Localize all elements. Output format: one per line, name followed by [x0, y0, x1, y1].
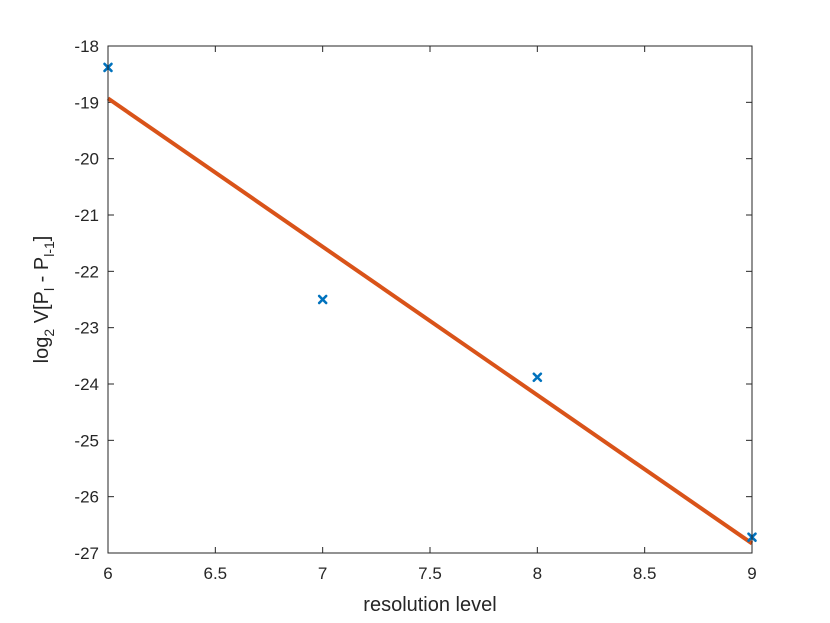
y-tick-label: -23 [74, 319, 99, 338]
y-tick-label: -22 [74, 262, 99, 281]
y-tick-label: -27 [74, 544, 99, 563]
y-tick-label: -25 [74, 431, 99, 450]
y-axis-title: log2 V[Pl - Pl-1] [31, 236, 57, 364]
y-tick-label: -24 [74, 375, 99, 394]
x-tick-label: 7 [318, 564, 327, 583]
y-axis-ticks: -18 -19 -20 -21 -22 -23 -24 -25 -26 -27 [74, 37, 752, 563]
y-tick-label: -19 [74, 93, 99, 112]
y-tick-label: -26 [74, 488, 99, 507]
x-tick-label: 7.5 [418, 564, 442, 583]
x-axis-title: resolution level [363, 594, 496, 616]
plot-frame [107, 45, 753, 554]
x-tick-label: 9 [747, 564, 756, 583]
data-point [317, 294, 328, 305]
y-tick-label: -18 [74, 37, 99, 56]
x-tick-label: 8.5 [633, 564, 657, 583]
data-point [532, 372, 543, 383]
x-axis-ticks: 6 6.5 7 7.5 8 8.5 9 [103, 46, 757, 583]
y-tick-label: -21 [74, 206, 99, 225]
x-tick-label: 8 [533, 564, 542, 583]
fit-line [106, 96, 754, 546]
x-tick-label: 6.5 [204, 564, 228, 583]
x-tick-label: 6 [103, 564, 112, 583]
y-tick-label: -20 [74, 150, 99, 169]
